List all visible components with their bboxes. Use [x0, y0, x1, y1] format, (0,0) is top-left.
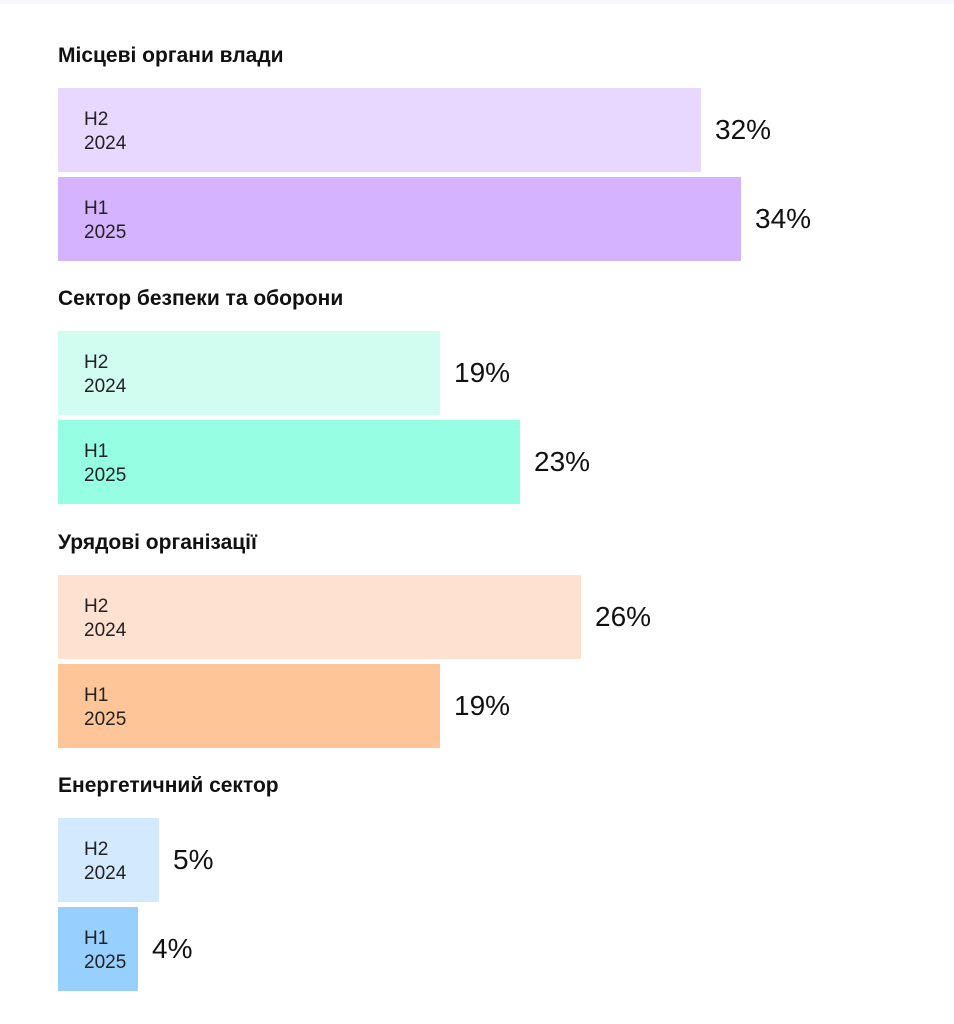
bar-period-label: H2 2024 — [84, 351, 126, 399]
period-half: H1 — [84, 441, 109, 462]
bar: H2 2024 — [58, 575, 581, 659]
period-half: H2 — [84, 109, 109, 130]
period-half: H2 — [84, 839, 109, 860]
bar: H2 2024 — [58, 331, 440, 415]
bar-value-label: 26% — [595, 601, 652, 632]
bar-value-label: 19% — [454, 690, 511, 721]
bar-period-label: H1 2025 — [84, 927, 126, 975]
group-title: Місцеві органи влади — [58, 44, 284, 67]
bar-value-label: 5% — [173, 844, 214, 875]
bar-period-label: H1 2025 — [84, 684, 126, 732]
period-half: H2 — [84, 352, 109, 373]
bar: H2 2024 — [58, 88, 701, 172]
period-year: 2024 — [84, 863, 127, 884]
period-year: 2025 — [84, 222, 127, 243]
period-half: H1 — [84, 685, 109, 706]
bar-period-label: H1 2025 — [84, 440, 126, 488]
period-year: 2024 — [84, 620, 127, 641]
bar-value-label: 34% — [755, 203, 812, 234]
bar-period-label: H2 2024 — [84, 838, 126, 886]
bar-value-label: 32% — [715, 114, 772, 145]
period-year: 2024 — [84, 133, 127, 154]
group-title: Сектор безпеки та оборони — [58, 287, 344, 310]
period-year: 2024 — [84, 376, 127, 397]
period-year: 2025 — [84, 952, 127, 973]
period-half: H2 — [84, 596, 109, 617]
top-strip — [0, 0, 954, 4]
period-year: 2025 — [84, 709, 127, 730]
bar-period-label: H1 2025 — [84, 197, 126, 245]
bar: H1 2025 — [58, 907, 138, 991]
bar-period-label: H2 2024 — [84, 595, 126, 643]
period-year: 2025 — [84, 465, 127, 486]
bar-value-label: 19% — [454, 357, 511, 388]
group-title: Енергетичний сектор — [58, 774, 279, 797]
bar: H2 2024 — [58, 818, 159, 902]
bar: H1 2025 — [58, 177, 741, 261]
bar-value-label: 4% — [152, 933, 193, 964]
bar: H1 2025 — [58, 420, 520, 504]
period-half: H1 — [84, 198, 109, 219]
group-title: Урядові організації — [58, 531, 257, 554]
bar-value-label: 23% — [534, 446, 591, 477]
bar-period-label: H2 2024 — [84, 108, 126, 156]
period-half: H1 — [84, 928, 109, 949]
bar: H1 2025 — [58, 664, 440, 748]
